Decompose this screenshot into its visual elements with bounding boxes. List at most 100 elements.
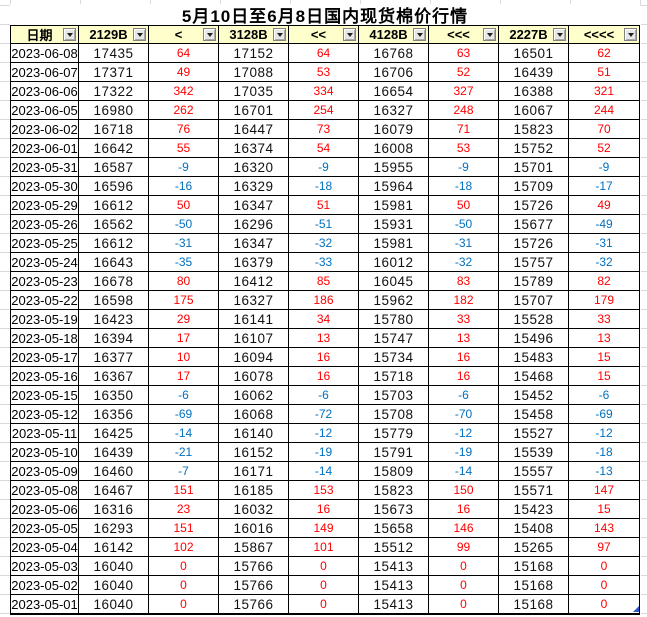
price-cell: 15413	[359, 576, 429, 595]
price-cell: 15539	[499, 443, 569, 462]
column-header: 2129B	[79, 26, 149, 44]
change-cell: 55	[149, 139, 219, 158]
date-cell: 2023-05-04	[11, 538, 79, 557]
column-header-label: <	[174, 27, 183, 42]
table-row: 2023-05-09 16460 -7 16171 -14 15809 -14 15557 -1…	[11, 462, 639, 481]
price-cell: 17322	[79, 82, 149, 101]
chevron-down-icon	[66, 32, 73, 37]
table-row: 2023-05-30 16596 -16 16329 -18 15964 -18 15709-…	[11, 177, 639, 196]
price-cell: 16980	[79, 101, 149, 120]
price-cell: 17152	[219, 44, 289, 63]
change-cell: -12	[429, 424, 499, 443]
change-cell: -32	[289, 234, 359, 253]
column-header: <<	[289, 26, 359, 44]
filter-dropdown-button[interactable]	[63, 28, 76, 41]
date-cell: 2023-05-25	[11, 234, 79, 253]
change-cell: 175	[149, 291, 219, 310]
table-row: 2023-05-02 16040 0 15766 0 15413 0 15168 0	[11, 576, 639, 595]
change-cell: 76	[149, 120, 219, 139]
change-cell: -12	[569, 424, 639, 443]
change-cell: 254	[289, 101, 359, 120]
change-cell: 0	[569, 595, 639, 614]
change-cell: 0	[429, 557, 499, 576]
filter-dropdown-button[interactable]	[203, 28, 216, 41]
price-cell: 15168	[499, 576, 569, 595]
change-cell: 64	[149, 44, 219, 63]
change-cell: 33	[569, 310, 639, 329]
filter-dropdown-button[interactable]	[343, 28, 356, 41]
date-cell: 2023-05-16	[11, 367, 79, 386]
change-cell: 15	[569, 500, 639, 519]
change-cell: 33	[429, 310, 499, 329]
change-cell: 23	[149, 500, 219, 519]
price-cell: 16374	[219, 139, 289, 158]
change-cell: 0	[149, 576, 219, 595]
change-cell: 0	[289, 576, 359, 595]
change-cell: 327	[429, 82, 499, 101]
change-cell: 64	[289, 44, 359, 63]
change-cell: -32	[569, 253, 639, 272]
date-cell: 2023-05-03	[11, 557, 79, 576]
filter-dropdown-button[interactable]	[483, 28, 496, 41]
table-row: 2023-05-17 16377 10 16094 16 15734 16 15483 15	[11, 348, 639, 367]
price-cell: 16068	[219, 405, 289, 424]
change-cell: 151	[149, 481, 219, 500]
price-cell: 15708	[359, 405, 429, 424]
price-cell: 15766	[219, 557, 289, 576]
table-row: 2023-05-26 16562 -50 16296 -51 15931 -50 15677-…	[11, 215, 639, 234]
change-cell: 147	[569, 481, 639, 500]
date-cell: 2023-05-31	[11, 158, 79, 177]
price-cell: 16612	[79, 234, 149, 253]
table-row: 2023-05-29 16612 50 16347 51 15981 50 15726 49	[11, 196, 639, 215]
price-cell: 15701	[499, 158, 569, 177]
price-cell: 15468	[499, 367, 569, 386]
change-cell: 0	[429, 576, 499, 595]
price-cell: 15726	[499, 234, 569, 253]
change-cell: 262	[149, 101, 219, 120]
change-cell: 85	[289, 272, 359, 291]
table-row: 2023-06-01 16642 55 16374 54 16008 53 15752 52	[11, 139, 639, 158]
column-header-label: <<<<	[583, 27, 615, 42]
change-cell: -19	[289, 443, 359, 462]
price-cell: 16327	[359, 101, 429, 120]
table-row: 2023-05-01 16040 0 15766 0 15413 0 15168 0	[11, 595, 639, 614]
filter-dropdown-button[interactable]	[624, 28, 637, 41]
change-cell: 52	[429, 63, 499, 82]
price-cell: 16350	[79, 386, 149, 405]
change-cell: 101	[289, 538, 359, 557]
change-cell: -31	[569, 234, 639, 253]
table-row: 2023-05-05 16293 151 16016 149 15658 146 15408 1…	[11, 519, 639, 538]
date-cell: 2023-05-15	[11, 386, 79, 405]
change-cell: -70	[429, 405, 499, 424]
table-row: 2023-05-25 16612 -31 16347 -32 15981 -31 15726-…	[11, 234, 639, 253]
change-cell: 51	[569, 63, 639, 82]
date-cell: 2023-05-01	[11, 595, 79, 614]
change-cell: 15	[569, 367, 639, 386]
filter-dropdown-button[interactable]	[413, 28, 426, 41]
filter-dropdown-button[interactable]	[273, 28, 286, 41]
price-cell: 16412	[219, 272, 289, 291]
price-cell: 16718	[79, 120, 149, 139]
change-cell: -6	[569, 386, 639, 405]
chevron-down-icon	[136, 32, 143, 37]
change-cell: 16	[289, 348, 359, 367]
change-cell: 143	[569, 519, 639, 538]
price-cell: 15734	[359, 348, 429, 367]
change-cell: 80	[149, 272, 219, 291]
price-cell: 16596	[79, 177, 149, 196]
price-cell: 16642	[79, 139, 149, 158]
price-cell: 15962	[359, 291, 429, 310]
change-cell: 63	[429, 44, 499, 63]
price-cell: 16377	[79, 348, 149, 367]
price-cell: 16078	[219, 367, 289, 386]
price-cell: 15752	[499, 139, 569, 158]
price-cell: 16643	[79, 253, 149, 272]
table-row: 2023-05-22 16598 175 16327 186 15962 182 15707 1…	[11, 291, 639, 310]
change-cell: 13	[569, 329, 639, 348]
price-cell: 16347	[219, 234, 289, 253]
price-cell: 15527	[499, 424, 569, 443]
price-cell: 16185	[219, 481, 289, 500]
filter-dropdown-button[interactable]	[553, 28, 566, 41]
filter-dropdown-button[interactable]	[133, 28, 146, 41]
change-cell: -31	[149, 234, 219, 253]
